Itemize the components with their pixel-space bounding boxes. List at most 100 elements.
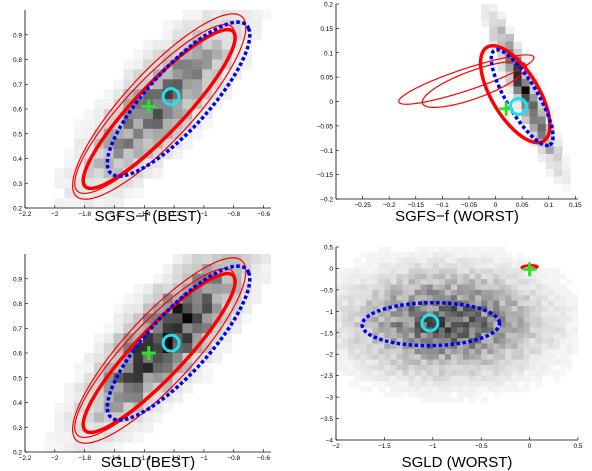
density-cell: [402, 279, 410, 286]
density-cell: [103, 442, 115, 452]
density-cell: [438, 305, 446, 312]
density-cell: [354, 354, 361, 361]
density-cell: [511, 322, 519, 329]
density-cell: [523, 305, 531, 312]
density-cell: [553, 295, 561, 302]
density-cell: [463, 263, 470, 270]
density-cell: [182, 99, 193, 110]
density-cell: [123, 89, 134, 100]
density-cell: [517, 268, 525, 275]
density-cell: [202, 333, 213, 344]
y-tick-label: 0.6: [13, 351, 22, 358]
density-cell: [547, 273, 555, 280]
density-cell: [529, 94, 539, 103]
density-cell: [571, 322, 578, 329]
density-cell: [463, 375, 470, 382]
density-cell: [469, 273, 476, 280]
density-cell: [463, 322, 470, 329]
density-cell: [93, 442, 105, 452]
density-cell: [438, 284, 446, 291]
density-cell: [463, 273, 470, 280]
density-cell: [123, 59, 134, 70]
density-cell: [463, 348, 470, 355]
density-cell: [475, 391, 482, 398]
y-tick-label: 0.8: [13, 57, 22, 64]
density-cell: [342, 348, 349, 355]
density-cell: [475, 327, 482, 334]
density-cell: [547, 284, 555, 291]
density-cell: [74, 128, 85, 140]
density-cell: [535, 359, 543, 366]
density-cell: [366, 279, 373, 286]
density-heatmap: [481, 4, 571, 193]
density-cell: [390, 279, 398, 286]
density-cell: [396, 273, 404, 280]
density-cell: [143, 59, 154, 70]
density-cell: [211, 19, 223, 31]
density-cell: [336, 273, 343, 280]
density-cell: [202, 303, 213, 314]
density-cell: [481, 348, 488, 355]
density-cell: [426, 354, 434, 361]
density-cell: [384, 327, 392, 334]
density-cell: [529, 116, 539, 125]
density-cell: [54, 432, 65, 443]
density-cell: [182, 19, 193, 31]
density-heatmap: [54, 10, 271, 208]
density-cell: [231, 263, 243, 275]
density-cell: [408, 284, 416, 291]
density-cell: [360, 338, 367, 345]
density-cell: [402, 252, 410, 259]
density-cell: [152, 158, 164, 169]
density-cell: [342, 273, 349, 280]
density-cell: [211, 353, 223, 364]
density-cell: [463, 252, 470, 259]
density-cell: [182, 313, 193, 324]
density-cell: [487, 273, 494, 280]
density-cell: [360, 386, 367, 393]
density-cell: [559, 343, 567, 350]
density-cell: [354, 375, 361, 382]
density-cell: [390, 386, 398, 393]
density-cell: [535, 268, 543, 275]
density-cell: [143, 372, 154, 384]
density-cell: [444, 375, 452, 382]
density-cell: [172, 254, 184, 265]
density-cell: [384, 263, 392, 270]
density-cell: [336, 332, 343, 339]
density-cell: [342, 289, 349, 296]
density-cell: [426, 268, 434, 275]
density-cell: [402, 284, 410, 291]
density-cell: [444, 386, 452, 393]
density-cell: [438, 391, 446, 398]
density-cell: [231, 293, 243, 305]
density-cell: [182, 59, 193, 70]
density-cell: [457, 263, 464, 270]
x-tick-label: −1.6: [108, 455, 121, 462]
density-cell: [561, 154, 571, 163]
density-cell: [559, 364, 567, 371]
density-cell: [571, 338, 578, 345]
density-cell: [420, 284, 428, 291]
density-cell: [541, 359, 549, 366]
density-cell: [561, 161, 571, 170]
density-cell: [211, 293, 223, 305]
density-cell: [366, 284, 373, 291]
density-cell: [565, 316, 573, 323]
density-cell: [535, 289, 543, 296]
density-cell: [133, 392, 144, 404]
density-cell: [481, 311, 488, 318]
density-cell: [360, 300, 367, 307]
density-cell: [481, 370, 488, 377]
density-cell: [463, 332, 470, 339]
density-cell: [172, 79, 184, 90]
density-cell: [493, 268, 500, 275]
density-cell: [438, 370, 446, 377]
density-cell: [152, 283, 164, 295]
density-cell: [378, 289, 385, 296]
density-cell: [529, 300, 537, 307]
density-cell: [396, 359, 404, 366]
density-cell: [535, 295, 543, 302]
density-cell: [84, 412, 95, 423]
x-tick-label: 0.05: [516, 202, 529, 209]
